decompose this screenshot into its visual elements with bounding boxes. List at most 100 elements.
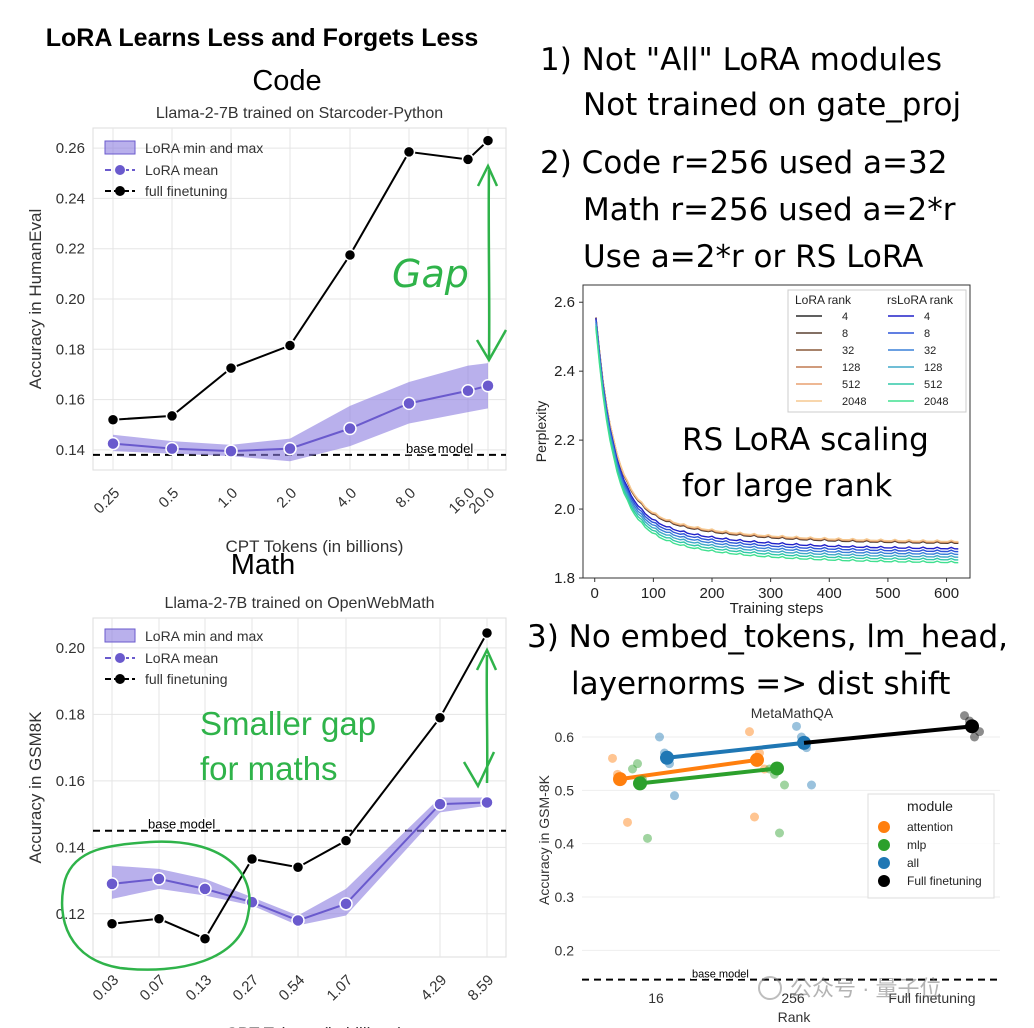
- meta-y-axis-label: Accuracy in GSM-8K: [536, 774, 552, 905]
- meta-ytick-label: 0.5: [555, 782, 575, 798]
- code-chart-title: Llama-2-7B trained on Starcoder-Python: [156, 105, 443, 122]
- math-lora-mean-point: [245, 895, 259, 909]
- rslora-curve-rslora-128: [595, 324, 959, 558]
- math-lora-mean-point: [339, 897, 353, 911]
- math-full-ft-point: [433, 711, 447, 724]
- rslora-legend-label-lora: 8: [842, 328, 848, 340]
- rslora-ytick-label: 2.2: [554, 432, 575, 449]
- meta-mean-point-attention: [750, 752, 764, 767]
- math-full-ft-point: [152, 912, 166, 926]
- code-xtick-label: 0.5: [155, 485, 182, 512]
- meta-legend-label: attention: [907, 820, 953, 834]
- math-xtick-label: 0.03: [90, 972, 123, 1005]
- code-y-axis-label: Accuracy in HumanEval: [26, 209, 45, 389]
- code-ytick-label: 0.26: [56, 140, 85, 157]
- math-full-ft-point: [198, 932, 212, 945]
- rslora-legend-label-rslora: 128: [924, 362, 942, 374]
- code-xtick-label: 4.0: [333, 485, 360, 512]
- meta-point-mlp: [628, 764, 637, 774]
- meta-mean-point-full-finetuning: [965, 719, 979, 734]
- code-full-ft-point: [343, 248, 357, 262]
- smaller-gap-label-2: for maths: [200, 750, 338, 787]
- rslora-legend-label-rslora: 32: [924, 345, 936, 357]
- watermark-text: 公众号 · 量子位: [790, 976, 942, 1001]
- math-section-title: Math: [231, 549, 295, 581]
- code-lora-mean-point: [402, 396, 416, 411]
- note-2-line-1: 2) Code r=256 used a=32: [540, 145, 947, 181]
- meta-mean-line-attention: [619, 757, 758, 782]
- meta-legend-marker: [878, 821, 890, 833]
- meta-mean-line-all: [666, 740, 805, 760]
- meta-point-attention: [608, 753, 617, 763]
- rslora-curve-lora-2048: [595, 317, 959, 543]
- math-xtick-label: 4.29: [418, 972, 451, 1005]
- rslora-ytick-label: 2.0: [554, 501, 575, 518]
- math-full-ft-point: [245, 852, 259, 866]
- meta-point-all: [807, 780, 816, 790]
- code-ytick-label: 0.22: [56, 241, 85, 258]
- math-full-ft-line: [111, 632, 488, 940]
- code-full-ft-point: [283, 339, 297, 352]
- code-lora-mean-point: [481, 379, 495, 393]
- gap-label: Gap: [392, 252, 469, 296]
- code-legend-label-full: full finetuning: [145, 183, 228, 199]
- rslora-legend-label-rslora: 4: [924, 311, 930, 323]
- metamath-chart: 0.2 0.3 0.4 0.5 0.6 MetaMathQA Accuracy in GSM…: [536, 705, 1000, 1025]
- note-3-line-2: layernorms => dist shift: [571, 666, 950, 702]
- math-xtick-label: 1.07: [324, 972, 357, 1005]
- smaller-gap-annotation: Smaller gap for maths: [60, 647, 498, 971]
- code-full-ft-line: [112, 139, 489, 421]
- rslora-xtick-label: 500: [875, 585, 900, 602]
- code-baseline-label: base model: [406, 441, 473, 456]
- rslora-xtick-label: 600: [934, 585, 959, 602]
- math-xtick-label: 8.59: [465, 972, 498, 1005]
- code-xtick-label: 1.0: [214, 485, 241, 512]
- rslora-legend-label-lora: 32: [842, 345, 854, 357]
- code-xtick-label: 8.0: [392, 485, 419, 512]
- math-legend-marker-mean: [114, 652, 126, 664]
- gap-arrowhead-bottom: [475, 329, 508, 363]
- rslora-perplexity-chart: 0 100 200 300 400 500 600 1.8 2.0 2.2 2.4 2.6 Traini…: [533, 284, 971, 617]
- code-full-ft-point: [402, 145, 416, 159]
- meta-xtick-label: Full finetuning: [888, 990, 975, 1006]
- math-lora-mean-point: [105, 877, 119, 891]
- rslora-curve-rslora-512: [595, 326, 959, 561]
- meta-point-all: [655, 732, 664, 742]
- meta-xtick-label: 256: [781, 990, 805, 1006]
- meta-legend-label: mlp: [907, 838, 927, 852]
- meta-legend-label: all: [907, 856, 919, 870]
- code-x-axis-label: CPT Tokens (in billions): [226, 537, 404, 556]
- gap-arrow: [487, 169, 491, 359]
- watermark-icon: [758, 976, 782, 1000]
- math-ytick-label: 0.14: [56, 839, 85, 856]
- meta-point-mlp: [775, 828, 784, 838]
- code-lora-mean-point: [106, 436, 120, 451]
- code-legend-swatch-band: [104, 140, 136, 155]
- rslora-curve-rslora-8: [595, 319, 959, 553]
- code-lora-mean-point: [224, 444, 238, 458]
- meta-legend-label: Full finetuning: [907, 874, 982, 888]
- meta-ytick-label: 0.2: [555, 942, 575, 958]
- code-xtick-label: 0.25: [91, 485, 124, 518]
- code-legend-marker-full: [115, 186, 125, 196]
- note-3-line-1: 3) No embed_tokens, lm_head,: [527, 619, 1008, 655]
- code-full-ft-point: [165, 409, 179, 423]
- meta-point-all: [670, 791, 679, 801]
- rslora-legend-box: [787, 289, 967, 413]
- meta-point-full-finetuning: [960, 711, 969, 721]
- rslora-curve-rslora-32: [595, 321, 959, 556]
- meta-legend-marker: [878, 875, 890, 887]
- rslora-legend-label-lora: 2048: [842, 396, 866, 408]
- code-section-title: Code: [252, 65, 321, 97]
- meta-ytick-label: 0.6: [555, 729, 575, 745]
- rslora-legend-label-lora: 4: [842, 311, 848, 323]
- code-ytick-label: 0.14: [56, 442, 85, 459]
- math-full-ft-point: [105, 917, 119, 931]
- meta-point-all: [792, 721, 801, 731]
- smaller-gap-arrowhead-bottom: [462, 751, 496, 789]
- math-legend-label-full: full finetuning: [145, 671, 228, 687]
- math-chart-title: Llama-2-7B trained on OpenWebMath: [164, 595, 434, 612]
- code-ytick-label: 0.16: [56, 392, 85, 409]
- code-full-ft-point: [461, 153, 475, 166]
- math-ytick-label: 0.20: [56, 640, 85, 657]
